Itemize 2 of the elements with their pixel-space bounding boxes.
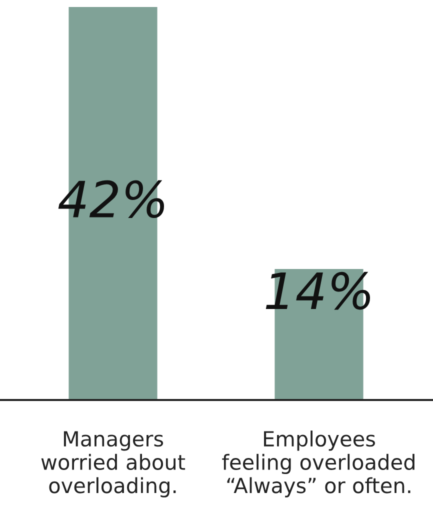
x-tick-label: Managers worried about overloading. — [41, 431, 186, 498]
x-tick-label: Employees feeling overloaded “Always” or often. — [222, 430, 414, 498]
